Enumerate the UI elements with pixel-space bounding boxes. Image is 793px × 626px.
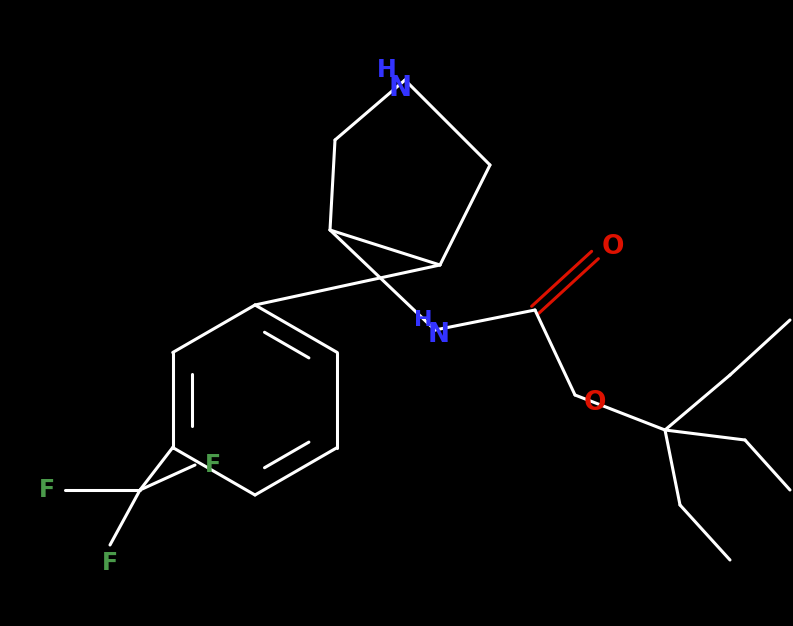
Text: O: O [602, 234, 624, 260]
Text: N: N [428, 322, 450, 348]
Text: F: F [205, 453, 221, 477]
Text: F: F [102, 551, 118, 575]
Text: H: H [414, 310, 432, 330]
Text: H: H [377, 58, 396, 82]
Text: N: N [389, 74, 412, 102]
Text: O: O [584, 390, 607, 416]
Text: F: F [39, 478, 55, 502]
